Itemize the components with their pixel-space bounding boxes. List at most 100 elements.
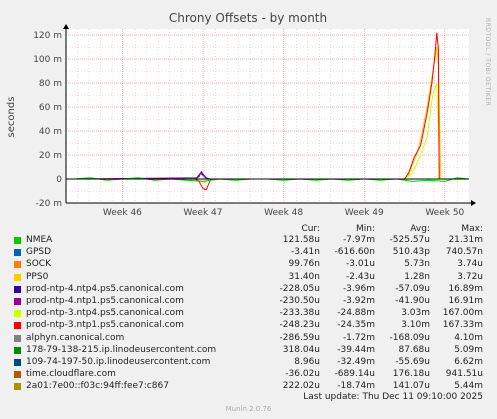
legend-series-name: prod-ntp-4.ntp4.ps5.canonical.com [26, 283, 184, 294]
legend-cur-value: -233.38u [279, 308, 320, 319]
legend-cur-value: -248.23u [279, 320, 320, 331]
y-tick-label: 80 m [39, 79, 62, 89]
x-tick-label: Week 46 [103, 208, 142, 218]
legend-cur-value: -36.02u [285, 369, 320, 380]
legend-cur-value: 222.02u [282, 381, 320, 392]
legend-swatch [14, 249, 21, 257]
legend-max-value: 16.91m [448, 296, 483, 306]
legend-row: 178-79-138-215.ip.linodeusercontent.com 3… [14, 345, 497, 357]
legend-min-value: -1.72m [342, 332, 375, 343]
series-line [74, 46, 469, 184]
y-tick-label: 120 m [33, 31, 62, 41]
legend-avg-value: -57.09u [395, 283, 430, 294]
chart-title: Chrony Offsets - by month [169, 11, 327, 25]
legend-avg-value: 1.28n [404, 271, 430, 282]
legend-max-value: 740.57n [445, 247, 483, 258]
legend-min-value: -3.92m [342, 296, 375, 306]
legend-max-value: 167.33m [442, 320, 483, 331]
legend-swatch [14, 285, 21, 293]
legend-swatch [14, 383, 21, 391]
legend-row: SOCK 99.76n -3.01u 5.73n 3.74u [14, 259, 497, 271]
legend-row: 2a01:7e00::f03c:94ff:fee7:c867 222.02u -18… [14, 381, 497, 393]
legend-series-name: prod-ntp-4.ntp1.ps5.canonical.com [26, 296, 184, 306]
legend-max-value: 4.10m [454, 332, 483, 343]
legend-row: NMEA 121.58u -7.97m -525.57u 21.31m [14, 235, 497, 247]
y-tick-label: -20 m [36, 199, 62, 209]
axis-ticks: -20 m 0 20 m 40 m 60 m 80 m 100 m 120 m Week 46 W… [33, 31, 464, 218]
legend-header-cur: Cur: [301, 224, 320, 234]
legend-avg-value: -525.57u [389, 235, 430, 245]
legend-series-name: prod-ntp-3.ntp1.ps5.canonical.com [26, 320, 184, 331]
legend-row: alphyn.canonical.com -286.59u -1.72m -168.0… [14, 333, 497, 345]
legend-cur-value: -230.50u [279, 296, 320, 306]
legend-min-value: -2.43u [346, 271, 375, 282]
legend-swatch [14, 298, 21, 305]
legend-cur-value: -3.41n [291, 247, 320, 258]
legend-cur-value: 8.96u [294, 357, 320, 367]
legend-cur-value: 31.40n [288, 271, 320, 282]
legend-cur-value: 318.04u [282, 344, 320, 355]
series-line [74, 177, 470, 182]
legend-swatch [14, 346, 21, 354]
legend-min-value: -3.01u [346, 259, 375, 270]
rrdtool-credit: RRDTOOL / TOBI OETIKER [484, 18, 491, 107]
legend-avg-value: -168.09u [389, 332, 430, 343]
legend-min-value: -39.44m [337, 344, 375, 355]
y-axis-arrow [63, 24, 69, 29]
legend-header-avg: Avg: [410, 224, 430, 234]
legend-cur-value: -228.05u [279, 283, 320, 294]
legend-swatch [14, 261, 21, 269]
legend-series-name: prod-ntp-3.ntp4.ps5.canonical.com [26, 308, 184, 319]
x-tick-label: Week 49 [345, 208, 384, 218]
legend-cur-value: 121.58u [282, 235, 320, 245]
legend-max-value: 16.89m [448, 283, 483, 294]
legend-row: prod-ntp-4.ntp1.ps5.canonical.com -230.50… [14, 296, 497, 308]
legend-series-name: NMEA [26, 235, 53, 245]
legend-row: 109-74-197-50.ip.linodeusercontent.com 8.… [14, 357, 497, 369]
plot-area [66, 29, 469, 203]
x-tick-label: Week 47 [184, 208, 223, 218]
legend-avg-value: 141.07u [392, 381, 430, 392]
legend-row: prod-ntp-4.ntp4.ps5.canonical.com -228.05… [14, 284, 497, 296]
legend-avg-value: 3.10m [401, 320, 430, 331]
series-line [74, 32, 469, 191]
legend-row: prod-ntp-3.ntp1.ps5.canonical.com -248.23… [14, 320, 497, 332]
legend-series-name: GPSD [26, 247, 52, 258]
legend-min-value: -3.96m [342, 283, 375, 294]
legend-min-value: -18.74m [337, 381, 375, 392]
legend-max-value: 5.09m [454, 344, 483, 355]
y-tick-label: 60 m [39, 103, 62, 113]
legend-swatch [14, 371, 21, 379]
legend-max-value: 167.00m [442, 308, 483, 319]
y-tick-label: 100 m [33, 55, 62, 65]
legend-avg-value: 3.03m [401, 308, 430, 319]
legend-min-value: -32.49m [337, 357, 375, 367]
legend-series-name: alphyn.canonical.com [26, 332, 125, 343]
x-tick-label: Week 48 [264, 208, 303, 218]
y-tick-label: 20 m [39, 151, 62, 161]
legend-swatch [14, 359, 21, 366]
legend-series-name: PPS0 [26, 271, 49, 282]
x-tick-label: Week 50 [425, 208, 464, 218]
legend-avg-value: 510.43p [392, 247, 430, 258]
legend-row: time.cloudflare.com -36.02u -689.14u 176.18… [14, 369, 497, 381]
legend-avg-value: -55.69u [395, 357, 430, 367]
y-tick-label: 40 m [39, 127, 62, 137]
legend-swatch [14, 334, 21, 342]
legend-series-name: 178-79-138-215.ip.linodeusercontent.com [26, 344, 217, 355]
legend-series-name: 2a01:7e00::f03c:94ff:fee7:c867 [26, 381, 169, 392]
munin-version: Munin 2.0.76 [225, 405, 272, 413]
legend-min-value: -7.97m [342, 235, 375, 245]
x-axis-arrow [471, 200, 476, 206]
legend-max-value: 6.62m [454, 357, 483, 367]
legend-min-value: -689.14u [334, 369, 375, 380]
legend-row: GPSD -3.41n -616.60n 510.43p 740.57n [14, 247, 497, 259]
y-axis-label: seconds [6, 97, 17, 138]
legend-series-name: time.cloudflare.com [26, 369, 116, 380]
legend-max-value: 5.44m [454, 381, 483, 392]
legend-header-min: Min: [355, 224, 375, 234]
legend-header-max: Max: [461, 224, 483, 234]
legend-avg-value: -41.90u [395, 296, 430, 306]
legend-row: PPS0 31.40n -2.43u 1.28n 3.72u [14, 272, 497, 284]
